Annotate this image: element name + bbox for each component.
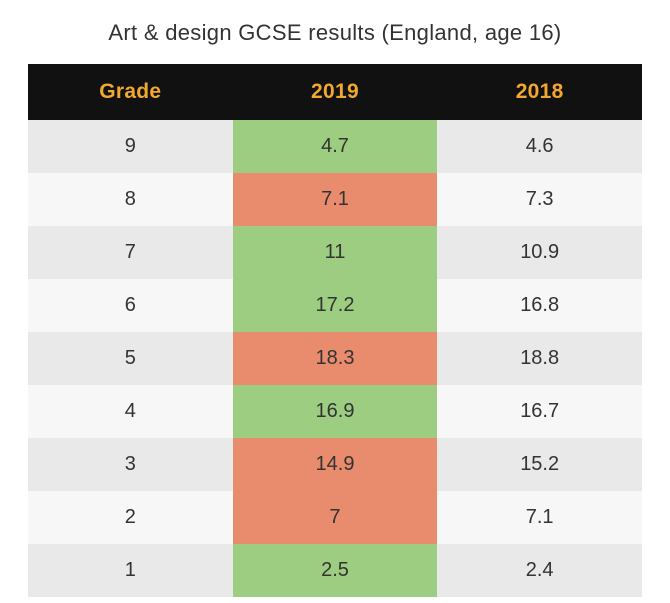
grade-cell: 5 (28, 332, 233, 385)
grade-cell: 2 (28, 491, 233, 544)
value-2019-cell: 11 (233, 226, 438, 279)
value-2019-cell: 17.2 (233, 279, 438, 332)
table-row: 617.216.8 (28, 279, 642, 332)
table-row: 87.17.3 (28, 173, 642, 226)
grade-cell: 8 (28, 173, 233, 226)
value-2018-cell: 4.6 (437, 120, 642, 173)
value-2018-cell: 16.8 (437, 279, 642, 332)
value-2018-cell: 18.8 (437, 332, 642, 385)
col-header-2019: 2019 (233, 64, 438, 120)
header-row: Grade 2019 2018 (28, 64, 642, 120)
table-row: 314.915.2 (28, 438, 642, 491)
value-2019-cell: 16.9 (233, 385, 438, 438)
value-2019-cell: 4.7 (233, 120, 438, 173)
value-2019-cell: 14.9 (233, 438, 438, 491)
grade-cell: 1 (28, 544, 233, 597)
table-row: 71110.9 (28, 226, 642, 279)
value-2019-cell: 7 (233, 491, 438, 544)
value-2019-cell: 18.3 (233, 332, 438, 385)
table-row: 12.52.4 (28, 544, 642, 597)
value-2018-cell: 2.4 (437, 544, 642, 597)
col-header-2018: 2018 (437, 64, 642, 120)
value-2018-cell: 7.3 (437, 173, 642, 226)
grade-cell: 7 (28, 226, 233, 279)
table-row: 277.1 (28, 491, 642, 544)
table-row: 94.74.6 (28, 120, 642, 173)
value-2018-cell: 10.9 (437, 226, 642, 279)
value-2019-cell: 2.5 (233, 544, 438, 597)
table-row: 416.916.7 (28, 385, 642, 438)
chart-title: Art & design GCSE results (England, age … (28, 20, 642, 46)
value-2018-cell: 7.1 (437, 491, 642, 544)
table-row: 518.318.8 (28, 332, 642, 385)
value-2018-cell: 15.2 (437, 438, 642, 491)
grade-cell: 9 (28, 120, 233, 173)
grade-cell: 3 (28, 438, 233, 491)
results-table: Grade 2019 2018 94.74.687.17.371110.9617… (28, 64, 642, 597)
col-header-grade: Grade (28, 64, 233, 120)
grade-cell: 6 (28, 279, 233, 332)
value-2018-cell: 16.7 (437, 385, 642, 438)
value-2019-cell: 7.1 (233, 173, 438, 226)
grade-cell: 4 (28, 385, 233, 438)
